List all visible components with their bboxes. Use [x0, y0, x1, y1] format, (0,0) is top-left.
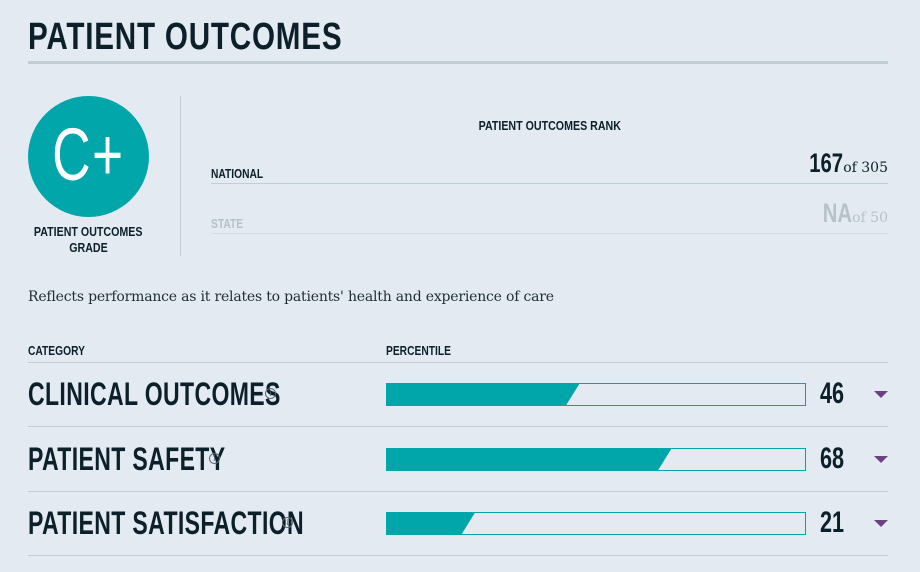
grade-label: PATIENT OUTCOMES GRADE	[18, 224, 159, 256]
rank-value-state: NA of 50	[813, 198, 888, 229]
category-name: PATIENT SAFETY	[28, 441, 226, 477]
percentile-bar-fill	[387, 384, 579, 405]
rank-row-state: STATE NA of 50	[211, 194, 888, 234]
grade-badge: C+	[28, 96, 149, 217]
description-text: Reflects performance as it relates to pa…	[28, 289, 554, 305]
info-icon[interactable]: i	[282, 517, 293, 528]
chevron-down-icon[interactable]	[874, 391, 888, 398]
percentile-value: 68	[820, 442, 845, 475]
percentile-bar-fill	[387, 513, 475, 534]
percentile-bar	[386, 512, 806, 535]
percentile-bar	[386, 383, 806, 406]
rank-of-national: of 305	[843, 160, 888, 176]
page-title: PATIENT OUTCOMES	[28, 16, 343, 58]
rank-of-state: of 50	[852, 210, 888, 226]
rank-label-state: STATE	[211, 217, 244, 231]
vertical-divider	[180, 96, 181, 256]
percentile-value: 21	[820, 506, 845, 539]
rank-title: PATIENT OUTCOMES RANK	[211, 118, 888, 133]
info-icon[interactable]: i	[265, 388, 276, 399]
chevron-down-icon[interactable]	[874, 456, 888, 463]
column-header-category: CATEGORY	[28, 344, 85, 358]
rank-number-national: 167	[808, 148, 843, 178]
rank-number-state: NA	[822, 198, 852, 228]
header-divider	[28, 362, 888, 363]
column-header-percentile: PERCENTILE	[386, 344, 451, 358]
category-row-clinical-outcomes[interactable]: CLINICAL OUTCOMES i 46	[28, 363, 888, 427]
category-row-patient-safety[interactable]: PATIENT SAFETY i 68	[28, 428, 888, 492]
rank-label-national: NATIONAL	[211, 167, 264, 181]
grade-value: C+	[52, 113, 125, 196]
grade-label-line1: PATIENT OUTCOMES	[34, 224, 143, 239]
rank-row-national: NATIONAL 167 of 305	[211, 144, 888, 184]
grade-label-line2: GRADE	[69, 240, 108, 255]
percentile-value: 46	[820, 377, 845, 410]
chevron-down-icon[interactable]	[874, 520, 888, 527]
rank-title-text: PATIENT OUTCOMES RANK	[478, 118, 621, 133]
category-name: CLINICAL OUTCOMES	[28, 376, 281, 412]
percentile-bar	[386, 448, 806, 471]
info-icon[interactable]: i	[209, 453, 220, 464]
title-divider	[28, 61, 888, 64]
percentile-bar-fill	[387, 449, 671, 470]
rank-value-national: 167 of 305	[798, 148, 888, 179]
category-name: PATIENT SATISFACTION	[28, 505, 304, 541]
category-row-patient-satisfaction[interactable]: PATIENT SATISFACTION i 21	[28, 492, 888, 556]
